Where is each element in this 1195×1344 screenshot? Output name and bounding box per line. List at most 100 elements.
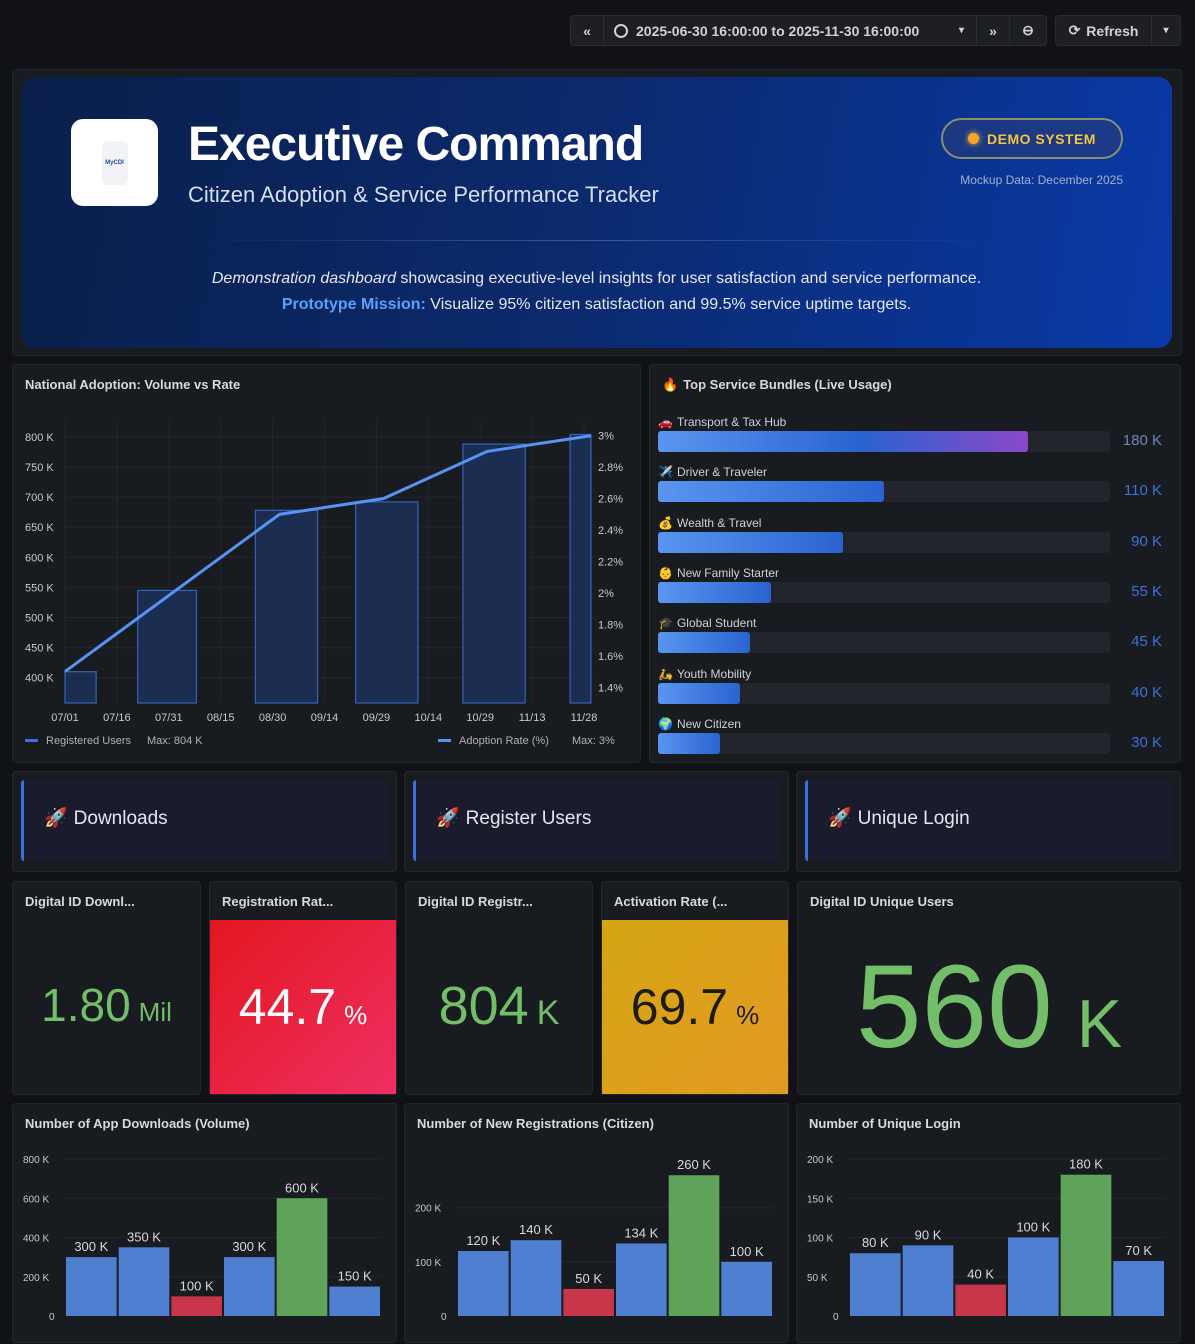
bundle-label-text: Transport & Tax Hub [676,415,787,429]
bar [955,1284,1006,1316]
bundle-bar-track [658,481,1110,503]
bundle-icon: 🚗 [658,415,673,429]
mockup-note: Mockup Data: December 2025 [960,173,1123,187]
divider [191,240,1011,241]
bundle-label-text: Driver & Traveler [676,465,767,480]
bundle-label-text: Wealth & Travel [676,515,762,530]
bar [563,1288,614,1316]
bundle-label-text: Global Student [676,616,757,631]
bar [616,1243,667,1316]
section-label: Downloads [73,808,168,829]
rocket-icon: 🚀 [436,808,460,829]
bar-value-label: 70 K [1125,1243,1152,1258]
y-right-tick-label: 2.4% [598,525,623,537]
stat-title: Digital ID Downl... [25,894,135,909]
mission-text: Visualize 95% citizen satisfaction and 9… [425,296,912,313]
y-tick-label: 200 K [415,1204,441,1215]
x-tick-label: 07/16 [103,712,131,724]
header-banner: MyCDI Executive Command Citizen Adoption… [21,77,1172,348]
bar-value-label: 80 K [862,1235,889,1250]
bundle-bar-fill [658,581,771,603]
y-tick-label: 200 K [23,1273,49,1284]
legend-name[interactable]: Registered Users [46,735,131,747]
bundle-label: 💰 Wealth & Travel [658,516,761,530]
bundle-icon: ✈️ [658,465,673,480]
bundle-label: 🎓 Global Student [658,616,756,630]
panel-title-text: Top Service Bundles (Live Usage) [683,377,892,392]
mission: Prototype Mission: Visualize 95% citizen… [21,295,1172,315]
bottom-chart-panel: Number of App Downloads (Volume) 800 K 600… [12,1103,397,1343]
bar-value-label: 100 K [1016,1220,1050,1235]
refresh-interval-dropdown[interactable]: ▾ [1163,25,1169,36]
zoom-out-button[interactable]: ⊖ [1010,16,1046,45]
stat-unit: % [344,1000,368,1030]
section-title: 🚀 Downloads [44,808,168,830]
y-left-tick-label: 500 K [25,612,54,624]
stat-tile: Digital ID Registr... 804 K [405,881,593,1095]
shift-back-button[interactable]: « [571,16,604,45]
bundle-label-text: New Family Starter [676,565,779,580]
x-tick-label: 10/29 [466,712,494,724]
shift-forward-button[interactable]: » [977,16,1010,45]
bar-value-label: 100 K [180,1278,214,1293]
section-card: 🚀 Downloads [21,780,388,861]
bundle-bar-fill [658,431,1028,452]
stat-unit: K [536,994,560,1032]
mission-label: Prototype Mission: [281,296,426,313]
y-left-tick-label: 800 K [25,432,54,444]
bar-chart: 800 K 600 K 400 K 200 K 0 300 K 350 K 100 K 300 … [23,1155,381,1323]
y-tick-label: 100 K [807,1234,833,1245]
bar-value-label: 300 K [232,1239,266,1254]
bar-value-label: 300 K [74,1239,108,1254]
bar-value-label: 180 K [1069,1157,1103,1172]
bar [276,1198,328,1316]
bundle-label: ✈️ Driver & Traveler [658,465,767,479]
legend-swatch [438,739,451,742]
stat-value-group: 804 K [406,979,592,1033]
panel-title: 🔥 Top Service Bundles (Live Usage) [662,377,892,393]
stat-unit: % [736,1000,760,1030]
bar-value-label: 140 K [519,1222,553,1237]
stat-title: Digital ID Registr... [418,894,533,909]
bundle-bar-track [658,581,1110,603]
y-tick-label: 200 K [807,1155,833,1166]
stat-value: 560 [855,941,1053,1073]
demo-system-badge: DEMO SYSTEM [941,118,1123,159]
y-right-tick-label: 2.2% [598,557,623,569]
service-bundles-panel: 🔥 Top Service Bundles (Live Usage) 🚗 Transp… [649,364,1181,763]
bar [1060,1174,1112,1316]
stat-title: Activation Rate (... [614,894,728,909]
stat-value: 1.80 [41,979,131,1031]
page-subtitle: Citizen Adoption & Service Performance T… [188,182,659,207]
time-range-button[interactable]: 2025-06-30 16:00:00 to 2025-11-30 16:00:… [604,16,977,45]
x-tick-label: 09/29 [363,712,391,724]
y-right-tick-label: 1.4% [598,682,623,694]
y-right-tick-label: 1.8% [598,619,623,631]
bundle-value: 45 K [1131,633,1162,651]
refresh-button[interactable]: ⟳ Refresh [1056,16,1152,45]
section-card: 🚀 Unique Login [805,780,1172,861]
logo: MyCDI [71,119,158,206]
y-tick-label: 50 K [807,1273,828,1284]
bar-chart: 200 K 100 K 0 120 K 140 K 50 K 134 K 260 K 100 K [415,1157,773,1323]
section-header-downloads: 🚀 Downloads [12,771,397,872]
bar-value-label: 40 K [967,1267,994,1282]
bundle-value: 30 K [1131,733,1162,751]
section-title: 🚀 Register Users [436,808,591,830]
y-left-tick-label: 400 K [25,673,54,685]
legend-name[interactable]: Adoption Rate (%) [459,735,549,747]
y-tick-label: 800 K [23,1155,49,1166]
stat-tile: Digital ID Downl... 1.80 Mil [12,881,201,1095]
y-left-tick-label: 650 K [25,522,54,534]
bar-value-label: 100 K [730,1244,764,1259]
registered-users-bar [137,589,198,704]
bundle-icon: 👶 [658,565,673,580]
bar [118,1247,170,1316]
bar-value-label: 134 K [624,1225,658,1240]
bundle-value: 180 K [1122,432,1162,449]
registered-users-bar [569,433,592,704]
chevron-down-icon: ▾ [958,25,964,36]
panel-title: Number of App Downloads (Volume) [25,1116,250,1131]
y-left-tick-label: 450 K [25,643,54,655]
refresh-label: Refresh [1086,22,1139,39]
